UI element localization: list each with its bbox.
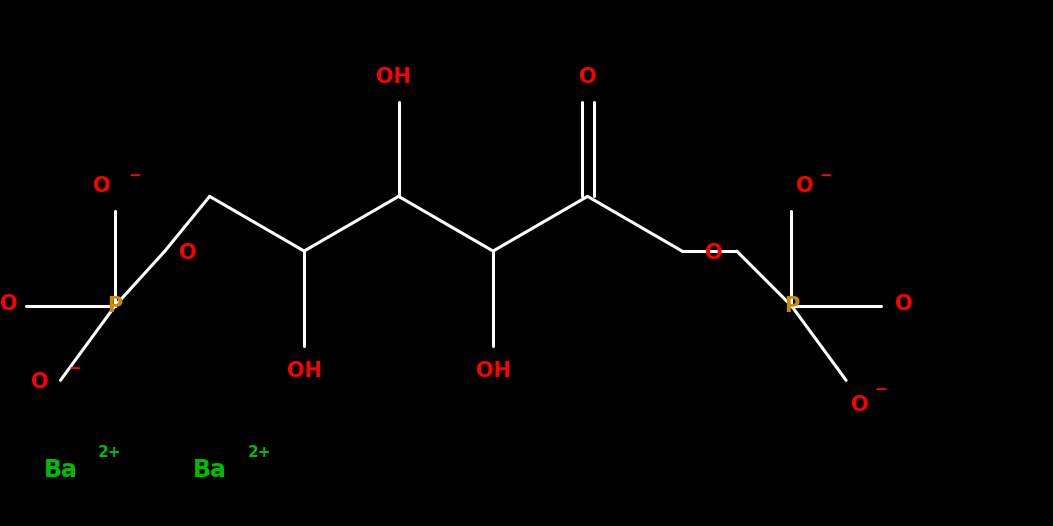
Text: O: O [796,176,814,196]
Text: O: O [851,395,869,415]
Text: O: O [31,372,48,392]
Text: OH: OH [286,361,321,381]
Text: O: O [579,67,596,87]
Text: O: O [706,243,722,263]
Text: O: O [93,176,111,196]
Text: 2+: 2+ [247,446,271,460]
Text: Ba: Ba [43,458,77,482]
Text: O: O [0,294,18,314]
Text: O: O [179,243,197,263]
Text: −: − [68,361,81,376]
Text: OH: OH [476,361,511,381]
Text: P: P [107,296,123,316]
Text: −: − [128,168,141,184]
Text: 2+: 2+ [98,446,122,460]
Text: −: − [819,168,832,184]
Text: P: P [783,296,799,316]
Text: −: − [874,382,887,397]
Text: O: O [895,294,913,314]
Text: Ba: Ba [193,458,226,482]
Text: OH: OH [376,67,411,87]
